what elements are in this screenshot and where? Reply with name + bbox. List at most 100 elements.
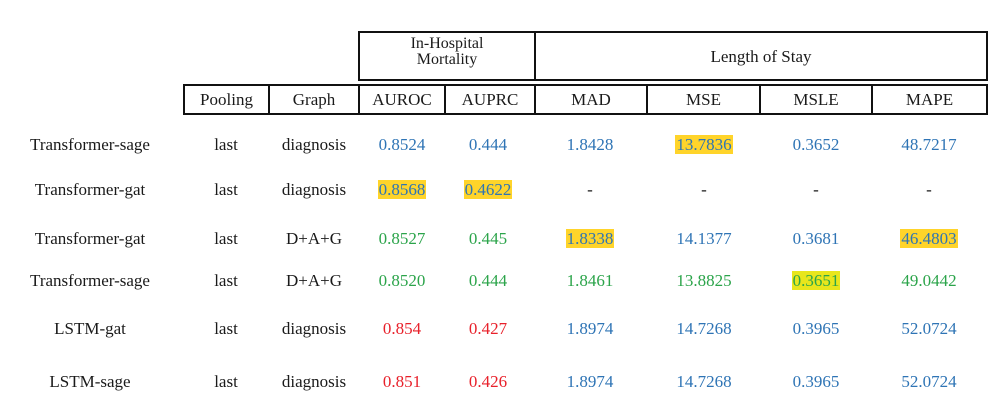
cell-pooling-value: last <box>214 271 238 290</box>
col-header-msle: MSLE <box>759 84 873 115</box>
cell-auroc-value: 0.854 <box>382 319 422 338</box>
cell-mad: 1.8974 <box>535 316 645 342</box>
cell-auprc-value: 0.445 <box>468 229 508 248</box>
cell-pooling: last <box>171 226 281 252</box>
col-header-auroc: AUROC <box>358 84 446 115</box>
cell-auprc: 0.444 <box>433 132 543 158</box>
cell-mape: 46.4803 <box>874 226 984 252</box>
cell-msle-value: - <box>813 180 819 199</box>
cell-mse-value: 13.7836 <box>675 135 733 154</box>
cell-auprc-value: 0.426 <box>468 372 508 391</box>
cell-pooling-value: last <box>214 180 238 199</box>
cell-mape-value: - <box>926 180 932 199</box>
cell-mse: 14.1377 <box>649 226 759 252</box>
cell-mse-value: - <box>701 180 707 199</box>
cell-auprc: 0.444 <box>433 268 543 294</box>
cell-mape: 52.0724 <box>874 316 984 342</box>
cell-mape: 52.0724 <box>874 369 984 395</box>
cell-msle: 0.3652 <box>761 132 871 158</box>
cell-mape-value: 52.0724 <box>901 372 957 391</box>
col-header-graph: Graph <box>268 84 360 115</box>
cell-auroc: 0.854 <box>347 316 457 342</box>
cell-auprc-value: 0.427 <box>468 319 508 338</box>
cell-auroc-value: 0.851 <box>382 372 422 391</box>
cell-mse-value: 14.1377 <box>676 229 732 248</box>
col-header-mape: MAPE <box>871 84 988 115</box>
cell-auroc-value: 0.8524 <box>378 135 426 154</box>
cell-mad: - <box>535 177 645 203</box>
cell-model-value: Transformer-sage <box>30 135 150 154</box>
cell-msle: 0.3651 <box>761 268 871 294</box>
cell-msle: 0.3965 <box>761 316 871 342</box>
header-in-hospital-mortality: In-Hospital Mortality <box>358 31 536 81</box>
cell-pooling: last <box>171 316 281 342</box>
cell-mse-value: 14.7268 <box>676 319 732 338</box>
cell-msle: - <box>761 177 871 203</box>
cell-auprc-value: 0.4622 <box>463 180 513 199</box>
cell-mape-value: 49.0442 <box>901 271 957 290</box>
col-header-mad: MAD <box>534 84 648 115</box>
cell-auroc-value: 0.8520 <box>378 271 426 290</box>
cell-auprc: 0.445 <box>433 226 543 252</box>
cell-pooling: last <box>171 369 281 395</box>
cell-graph: diagnosis <box>259 316 369 342</box>
cell-auroc: 0.8568 <box>347 177 457 203</box>
cell-graph-value: diagnosis <box>281 135 347 154</box>
cell-msle-value: 0.3965 <box>792 372 840 391</box>
cell-pooling: last <box>171 268 281 294</box>
cell-graph-value: diagnosis <box>281 372 347 391</box>
cell-mad: 1.8428 <box>535 132 645 158</box>
cell-model-value: Transformer-gat <box>34 180 146 199</box>
header-mortality-line1: In-Hospital <box>410 35 484 52</box>
cell-mse: 13.8825 <box>649 268 759 294</box>
cell-auprc: 0.426 <box>433 369 543 395</box>
cell-mape: 48.7217 <box>874 132 984 158</box>
cell-model: Transformer-sage <box>5 268 175 294</box>
cell-auroc-value: 0.8527 <box>378 229 426 248</box>
cell-graph: D+A+G <box>259 268 369 294</box>
cell-auprc-value: 0.444 <box>468 135 508 154</box>
cell-mse: - <box>649 177 759 203</box>
cell-mad: 1.8974 <box>535 369 645 395</box>
cell-model-value: LSTM-gat <box>54 319 126 338</box>
cell-mad-value: 1.8974 <box>566 319 614 338</box>
cell-msle: 0.3681 <box>761 226 871 252</box>
cell-auroc-value: 0.8568 <box>377 180 427 199</box>
cell-graph: diagnosis <box>259 369 369 395</box>
cell-mad-value: - <box>587 180 593 199</box>
cell-pooling-value: last <box>214 229 238 248</box>
header-length-of-stay: Length of Stay <box>534 31 988 81</box>
cell-mad-value: 1.8338 <box>565 229 615 248</box>
cell-mse: 14.7268 <box>649 316 759 342</box>
cell-model: LSTM-sage <box>5 369 175 395</box>
cell-pooling: last <box>171 132 281 158</box>
cell-model: Transformer-sage <box>5 132 175 158</box>
col-header-mse: MSE <box>646 84 761 115</box>
cell-model: LSTM-gat <box>5 316 175 342</box>
cell-pooling-value: last <box>214 372 238 391</box>
cell-auprc-value: 0.444 <box>468 271 508 290</box>
cell-mad: 1.8338 <box>535 226 645 252</box>
cell-model-value: LSTM-sage <box>49 372 131 391</box>
cell-mad-value: 1.8428 <box>566 135 614 154</box>
cell-mape-value: 46.4803 <box>900 229 958 248</box>
cell-graph-value: D+A+G <box>285 271 342 290</box>
cell-pooling-value: last <box>214 135 238 154</box>
cell-pooling: last <box>171 177 281 203</box>
cell-graph-value: diagnosis <box>281 180 347 199</box>
cell-auroc: 0.8520 <box>347 268 457 294</box>
cell-graph-value: D+A+G <box>285 229 342 248</box>
cell-model: Transformer-gat <box>5 177 175 203</box>
cell-graph-value: diagnosis <box>281 319 347 338</box>
cell-model-value: Transformer-gat <box>34 229 146 248</box>
cell-msle: 0.3965 <box>761 369 871 395</box>
cell-graph: D+A+G <box>259 226 369 252</box>
col-header-pooling: Pooling <box>183 84 270 115</box>
cell-auroc: 0.8524 <box>347 132 457 158</box>
cell-auroc: 0.8527 <box>347 226 457 252</box>
cell-mad-value: 1.8974 <box>566 372 614 391</box>
cell-auprc: 0.427 <box>433 316 543 342</box>
cell-mape: 49.0442 <box>874 268 984 294</box>
cell-mse-value: 13.8825 <box>676 271 732 290</box>
cell-msle-value: 0.3681 <box>792 229 840 248</box>
